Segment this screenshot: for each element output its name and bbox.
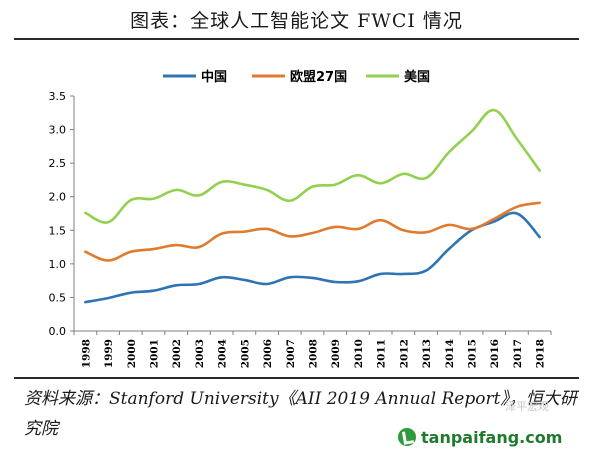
x-tick-label: 2013 xyxy=(421,339,433,368)
watermark: tanpaifang.com xyxy=(398,426,562,448)
x-tick-label: 2015 xyxy=(467,339,479,368)
x-tick-label: 2018 xyxy=(535,339,547,368)
x-tick-label: 2001 xyxy=(149,339,161,368)
x-tick-label: 1998 xyxy=(80,339,92,368)
y-tick-label: 1.5 xyxy=(49,224,67,237)
legend-label-usa: 美国 xyxy=(404,69,430,85)
x-tick-label: 2012 xyxy=(398,339,410,368)
y-tick-label: 3.5 xyxy=(49,90,67,103)
x-tick-label: 2008 xyxy=(308,339,320,368)
x-tick-label: 2002 xyxy=(171,339,183,368)
line-chart: 0.0 0.5 1.0 1.5 2.0 2.5 3.0 3.5 1998 1999 2000 2001… xyxy=(49,69,552,368)
watermark-ghost-text: 泽平宏观 xyxy=(505,400,549,413)
series-line-usa xyxy=(84,108,541,224)
x-tick-label: 2011 xyxy=(376,339,388,368)
y-tick-label: 0.5 xyxy=(49,291,67,304)
x-tick-label: 1999 xyxy=(103,339,115,368)
y-tick-label: 2.0 xyxy=(49,191,67,204)
series-line-china xyxy=(84,211,541,304)
y-tick-label: 3.0 xyxy=(49,124,67,137)
legend-label-china: 中国 xyxy=(201,69,227,85)
legend-label-eu27: 欧盟27国 xyxy=(290,69,347,85)
x-tick-label: 2016 xyxy=(489,339,501,368)
x-tick-label: 2014 xyxy=(444,339,456,368)
y-tick-label: 0.0 xyxy=(49,325,67,338)
x-tick-label: 2017 xyxy=(512,339,524,368)
bottom-divider xyxy=(14,377,579,379)
x-tick-label: 2007 xyxy=(285,339,297,368)
source-note: 资料来源：Stanford University《AII 2019 Annual… xyxy=(24,389,577,439)
x-tick-label: 2010 xyxy=(353,339,365,368)
chart-title: 图表：全球人工智能论文 FWCI 情况 xyxy=(130,10,463,32)
x-tick-label: 2006 xyxy=(262,339,274,368)
top-divider xyxy=(14,38,579,40)
x-tick-label: 2005 xyxy=(239,339,251,368)
watermark-text: tanpaifang.com xyxy=(421,427,563,447)
y-tick-label: 2.5 xyxy=(49,157,67,170)
x-tick-label: 2000 xyxy=(126,339,138,368)
leaf-logo-icon xyxy=(398,428,416,446)
x-tick-label: 2009 xyxy=(330,339,342,368)
x-tick-label: 2004 xyxy=(217,339,229,368)
x-tick-label: 2003 xyxy=(194,339,206,368)
y-tick-label: 1.0 xyxy=(49,258,67,271)
